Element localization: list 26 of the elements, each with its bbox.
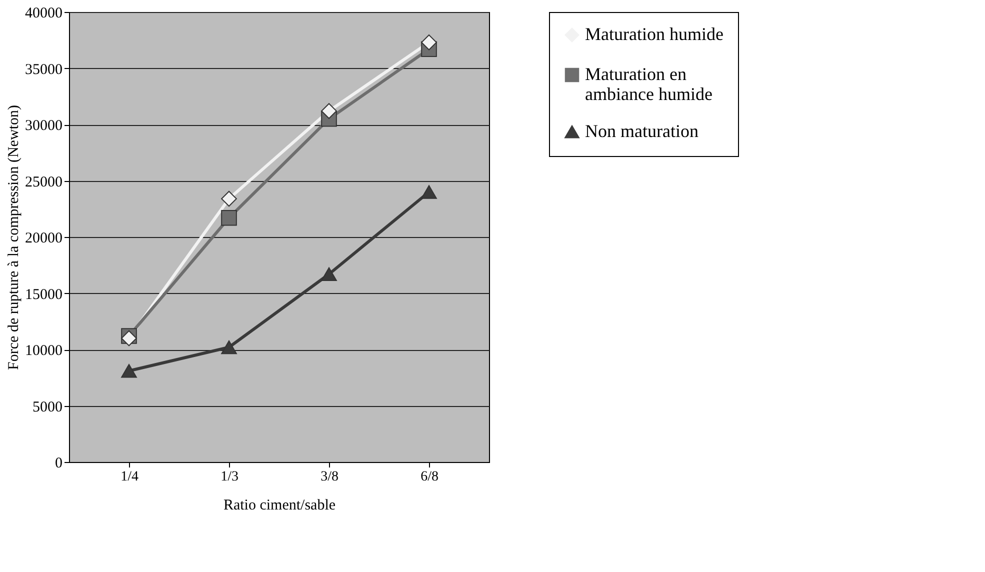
y-tick-label: 30000 (25, 118, 62, 134)
y-tick-label: 20000 (25, 230, 62, 246)
y-tick-label: 35000 (25, 62, 62, 78)
y-tick-label: 40000 (25, 6, 62, 22)
point (221, 340, 237, 354)
point (421, 185, 437, 199)
y-tick-label: 10000 (25, 343, 62, 359)
y-tick-label: 0 (55, 456, 62, 472)
y-tick-label: 15000 (25, 286, 62, 303)
point (221, 190, 237, 207)
point (321, 103, 337, 119)
legend-label: Non maturation (585, 121, 698, 141)
y-axis-title: Force de rupture à la compression (Newton) (6, 105, 22, 370)
y-tick-label: 25000 (25, 174, 62, 190)
x-tick-label: 1/3 (220, 470, 238, 484)
x-axis-title: Ratio ciment/sable (223, 498, 336, 514)
x-tick-label: 1/4 (120, 470, 138, 484)
point (221, 210, 237, 226)
x-tick-label: 3/8 (320, 470, 338, 484)
legend-label: Maturation humide (585, 24, 724, 44)
point (321, 267, 337, 282)
y-tick-label: 5000 (32, 399, 62, 416)
x-tick-label: 6/8 (420, 470, 438, 484)
legend-label: Maturation en ambiance humide (585, 64, 712, 104)
point (121, 364, 137, 378)
point (421, 34, 437, 50)
